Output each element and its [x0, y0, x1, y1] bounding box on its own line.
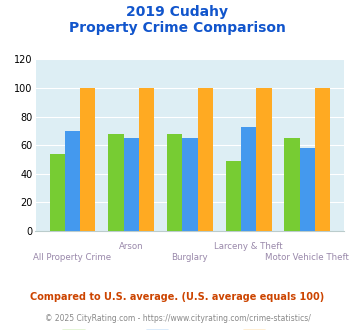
Legend: Cudahy, Wisconsin, National: Cudahy, Wisconsin, National — [58, 326, 322, 330]
Text: All Property Crime: All Property Crime — [33, 253, 111, 262]
Bar — [198, 88, 213, 231]
Bar — [226, 161, 241, 231]
Bar — [256, 88, 272, 231]
Bar — [50, 154, 65, 231]
Text: Property Crime Comparison: Property Crime Comparison — [69, 21, 286, 35]
Text: © 2025 CityRating.com - https://www.cityrating.com/crime-statistics/: © 2025 CityRating.com - https://www.city… — [45, 314, 310, 323]
Bar — [284, 138, 300, 231]
Bar — [108, 134, 124, 231]
Bar — [315, 88, 330, 231]
Bar — [167, 134, 182, 231]
Bar — [80, 88, 95, 231]
Bar — [124, 138, 139, 231]
Bar — [65, 131, 80, 231]
Text: Arson: Arson — [119, 242, 143, 251]
Text: Motor Vehicle Theft: Motor Vehicle Theft — [266, 253, 349, 262]
Bar — [300, 148, 315, 231]
Bar — [182, 138, 198, 231]
Bar — [139, 88, 154, 231]
Bar — [241, 127, 256, 231]
Text: Burglary: Burglary — [171, 253, 208, 262]
Text: Larceny & Theft: Larceny & Theft — [214, 242, 283, 251]
Text: 2019 Cudahy: 2019 Cudahy — [126, 5, 229, 19]
Text: Compared to U.S. average. (U.S. average equals 100): Compared to U.S. average. (U.S. average … — [31, 292, 324, 302]
